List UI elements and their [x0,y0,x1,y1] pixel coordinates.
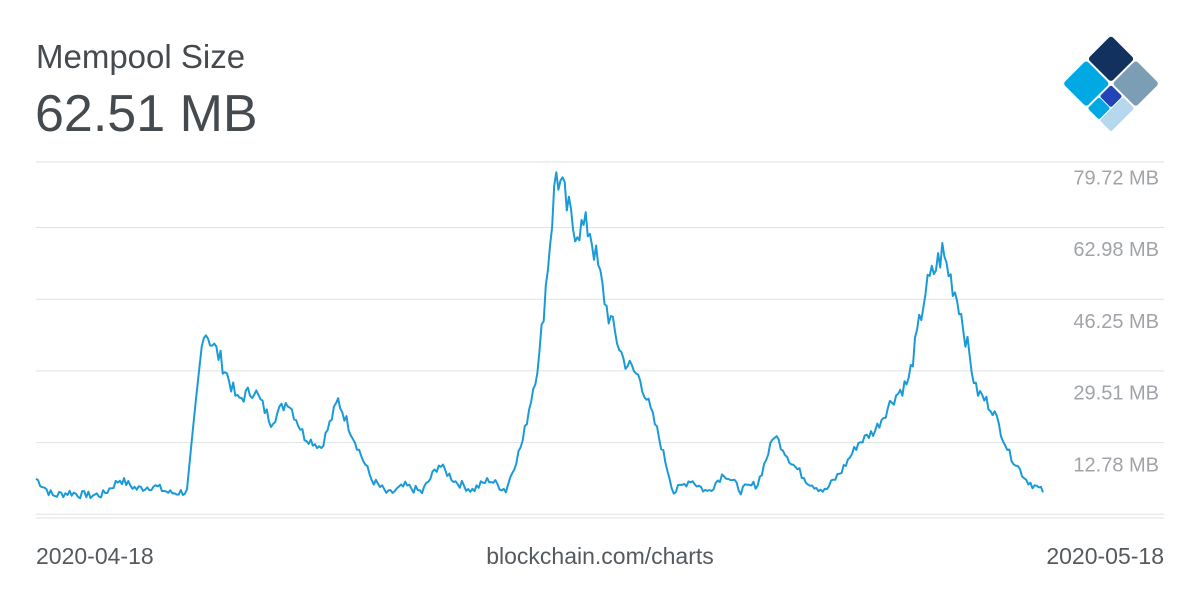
x-axis-start-date: 2020-04-18 [36,543,154,569]
current-value: 62.51 MB [35,85,258,143]
series-line-mempool-size [35,171,1044,500]
logo-square-blue [1100,85,1122,107]
y-tick-label: 12.78 MB [1073,454,1159,476]
y-tick-label: 62.98 MB [1073,239,1159,261]
x-axis-end-date: 2020-05-18 [1046,543,1164,569]
logo-square-dark [1088,36,1134,81]
chart-grid [36,161,1164,519]
logo-square-cyan-small [1088,97,1110,119]
chart-title: Mempool Size [36,38,246,75]
y-tick-label: 79.72 MB [1073,167,1159,189]
y-tick-label: 46.25 MB [1073,311,1159,333]
y-axis-ticks: 12.78 MB 29.51 MB 46.25 MB 62.98 MB 79.72 MB [1073,167,1159,476]
source-link[interactable]: blockchain.com/charts [486,543,714,569]
logo-square-light [1100,97,1134,131]
blockchain-diamond-logo-icon [1064,36,1158,131]
y-tick-label: 29.51 MB [1073,383,1159,405]
logo-square-cyan [1064,61,1109,106]
logo-square-gray [1113,61,1158,106]
